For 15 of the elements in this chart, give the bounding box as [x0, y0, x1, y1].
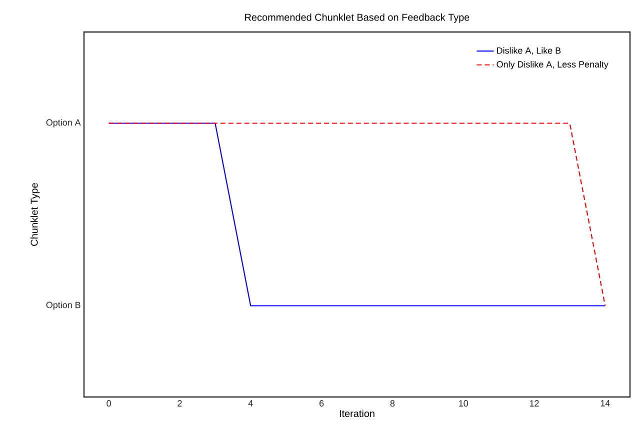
- category-label: Option B: [46, 302, 80, 310]
- x-tick-label: 10: [459, 400, 468, 407]
- x-tick-label: 8: [390, 400, 395, 407]
- x-tick-label: 6: [320, 400, 324, 407]
- chart-title: Recommended Chunklet Based on Feedback Type: [245, 14, 470, 23]
- x-tick-label: 14: [600, 400, 610, 406]
- x-axis-title: Iteration: [340, 410, 374, 418]
- x-tick-label: 4: [248, 400, 253, 406]
- legend-label: Dislike A, Like B: [497, 47, 561, 55]
- x-tick-label: 12: [530, 400, 539, 406]
- x-tick-label: 0: [106, 400, 111, 407]
- category-label: Option A: [46, 119, 81, 128]
- y-axis-title: Chunklet Type: [30, 183, 40, 246]
- x-tick-label: 2: [178, 400, 182, 406]
- legend-label: Only Dislike A, Less Penalty: [496, 60, 608, 70]
